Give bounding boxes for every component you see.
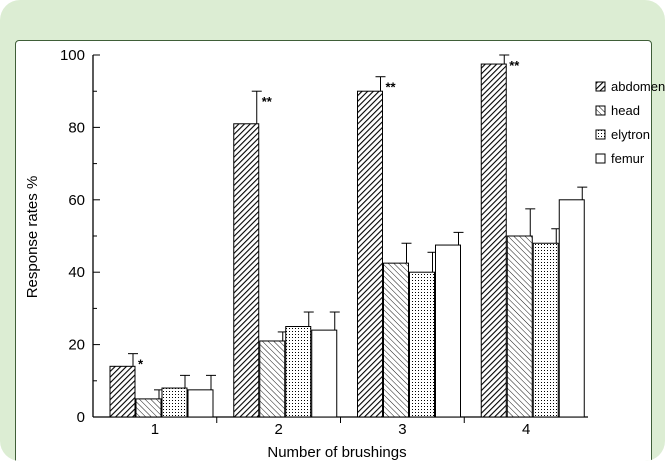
- bar-femur: [435, 244, 461, 418]
- y-tick-label: 100: [60, 47, 85, 64]
- significance-label: **: [386, 80, 397, 95]
- bar-abdomen: [233, 123, 260, 418]
- bar-head: [135, 398, 162, 418]
- legend: abdomen head elytron femur: [595, 79, 665, 166]
- x-tick-label: 2: [274, 421, 282, 438]
- bar-elytron: [409, 271, 435, 418]
- significance-label: **: [509, 58, 520, 73]
- bar-head: [506, 235, 533, 418]
- y-tick-label: 20: [68, 337, 85, 354]
- y-tick-label: 80: [68, 119, 85, 136]
- legend-swatch-head: [595, 105, 606, 116]
- legend-swatch-abdomen: [595, 81, 606, 92]
- y-tick-label: 0: [77, 409, 85, 426]
- legend-swatch-femur: [595, 153, 606, 164]
- y-tick-label: 60: [68, 192, 85, 209]
- legend-label-femur: femur: [611, 151, 645, 166]
- bar-head: [259, 340, 286, 418]
- bars: *******: [109, 54, 588, 418]
- y-tick-label: 40: [68, 264, 85, 281]
- bar-femur: [187, 389, 214, 418]
- bar-elytron: [161, 387, 188, 418]
- bar-femur: [311, 329, 338, 418]
- bar-femur: [558, 199, 585, 418]
- legend-label-elytron: elytron: [611, 127, 650, 142]
- legend-label-abdomen: abdomen: [611, 79, 665, 94]
- bar-elytron: [285, 326, 312, 418]
- bar-abdomen: [480, 63, 507, 418]
- significance-label: **: [262, 94, 273, 109]
- legend-swatch-elytron: [595, 129, 606, 140]
- legend-label-head: head: [611, 103, 640, 118]
- y-axis-label: Response rates %: [24, 176, 41, 299]
- x-tick-label: 1: [151, 421, 159, 438]
- bar-abdomen: [109, 365, 136, 418]
- bar-elytron: [532, 242, 559, 418]
- x-tick-label: 4: [522, 421, 530, 438]
- x-tick-label: 3: [398, 421, 406, 438]
- significance-label: *: [138, 357, 144, 372]
- bar-abdomen: [357, 90, 383, 418]
- bar-head: [383, 262, 409, 418]
- x-axis-label: Number of brushings: [267, 444, 406, 461]
